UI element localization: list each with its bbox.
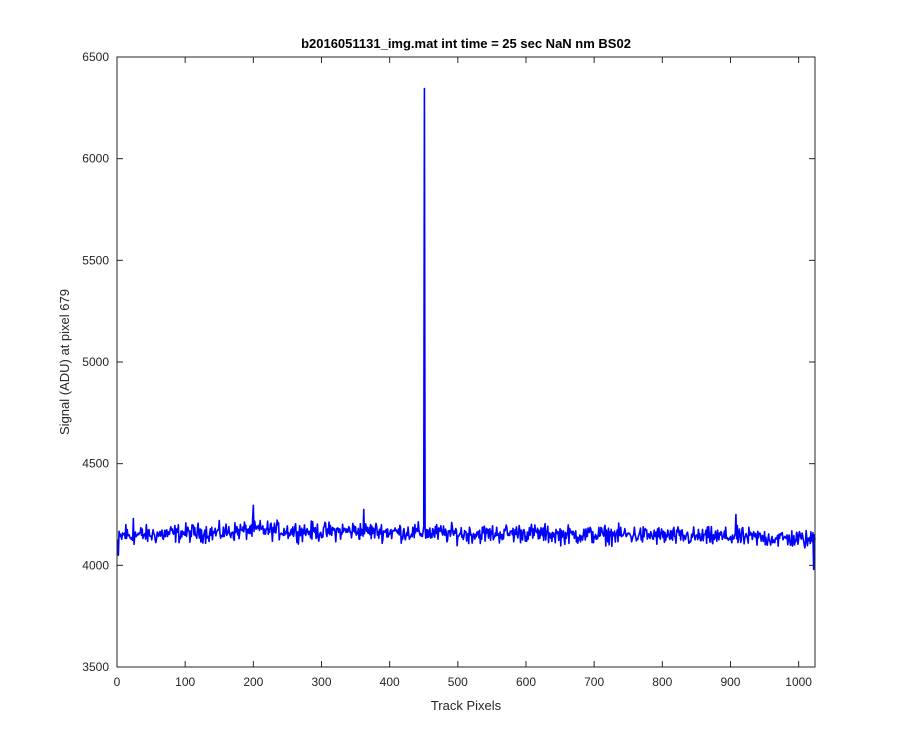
y-tick-label: 3500 <box>82 660 109 674</box>
x-axis-label: Track Pixels <box>431 698 502 713</box>
x-tick-label: 800 <box>652 675 672 689</box>
x-tick-label: 1000 <box>785 675 812 689</box>
x-tick-label: 0 <box>114 675 121 689</box>
x-tick-label: 300 <box>311 675 331 689</box>
x-tick-label: 900 <box>720 675 740 689</box>
chart-title: b2016051131_img.mat int time = 25 sec Na… <box>301 36 631 51</box>
y-tick-label: 6000 <box>82 152 109 166</box>
x-tick-label: 100 <box>175 675 195 689</box>
x-axis-ticks: 0 100 200 300 400 500 600 700 800 900 1000 <box>114 57 812 689</box>
x-tick-label: 500 <box>448 675 468 689</box>
series-layer <box>116 87 816 571</box>
y-axis-ticks: 3500 4000 4500 5000 5500 6000 6500 <box>82 50 815 674</box>
y-tick-label: 6500 <box>82 50 109 64</box>
x-tick-label: 200 <box>243 675 263 689</box>
y-tick-label: 5000 <box>82 355 109 369</box>
y-tick-label: 4000 <box>82 558 109 572</box>
y-tick-label: 4500 <box>82 457 109 471</box>
y-axis-label: Signal (ADU) at pixel 679 <box>57 289 72 435</box>
plot-area <box>117 57 815 667</box>
series-line-0 <box>116 87 816 571</box>
x-tick-label: 400 <box>380 675 400 689</box>
y-tick-label: 5500 <box>82 253 109 267</box>
x-tick-label: 600 <box>516 675 536 689</box>
x-tick-label: 700 <box>584 675 604 689</box>
